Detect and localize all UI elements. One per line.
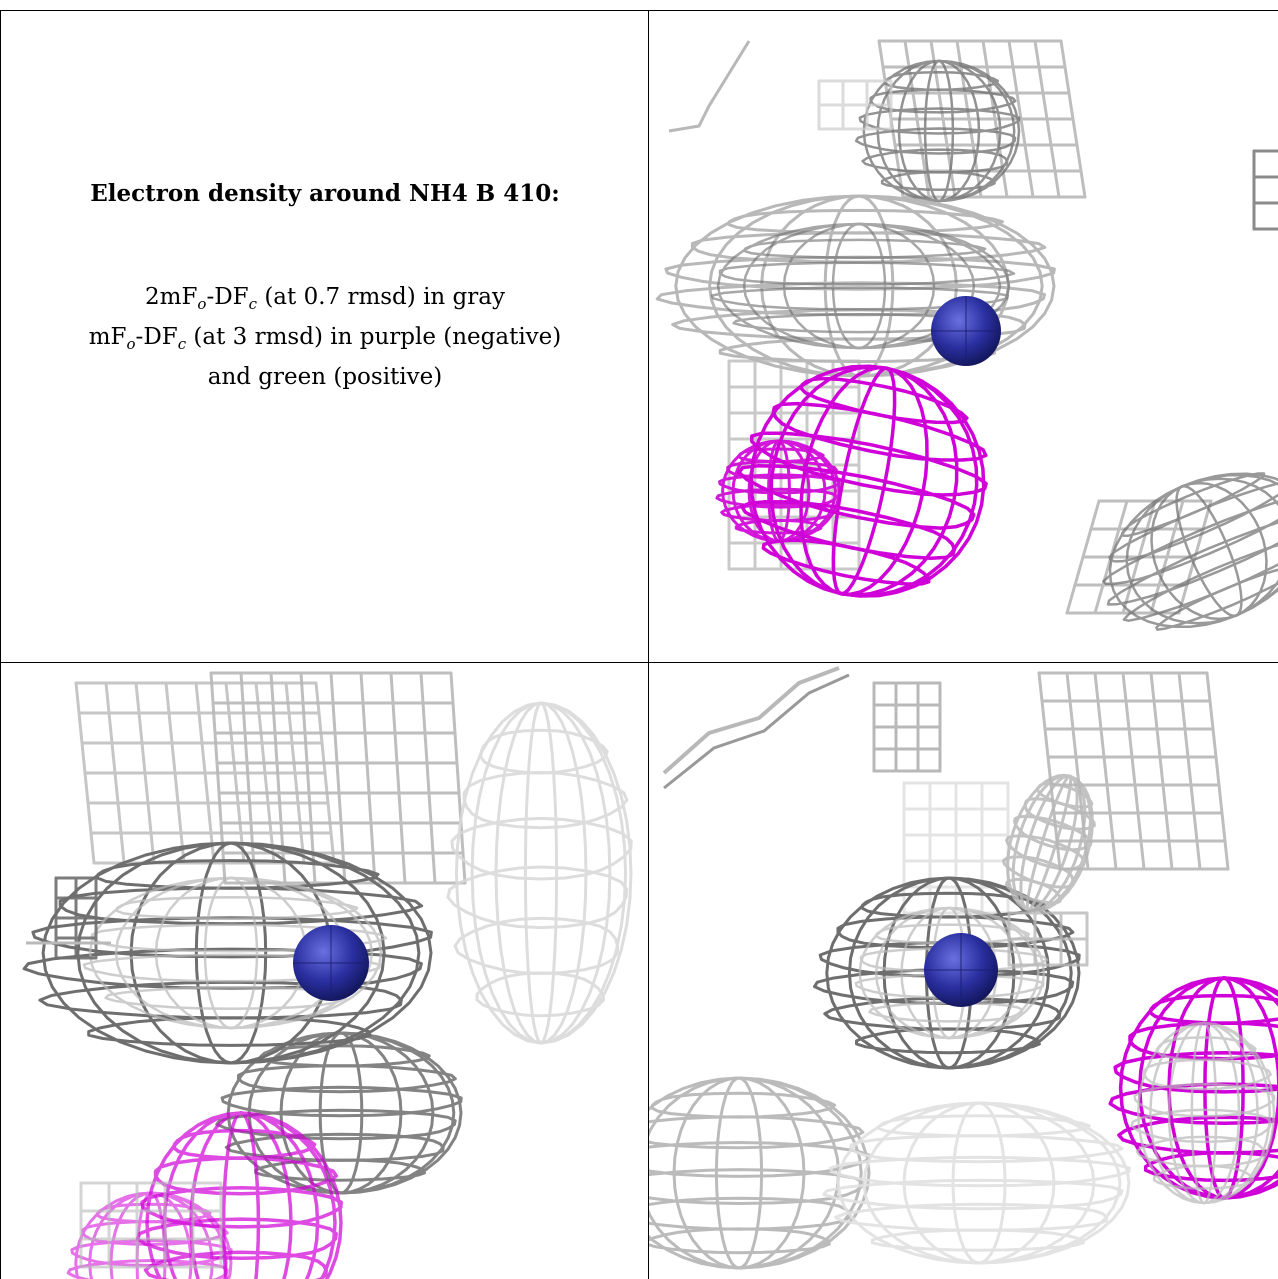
caption-line-fofc: mFo-DFc (at 3 rmsd) in purple (negative): [88, 324, 562, 353]
mesh-2fofc-right-arc: [1102, 472, 1278, 631]
mesh-2fofc-right-faint: [446, 701, 633, 1045]
ammonium-sphere: [293, 925, 369, 1001]
caption-line-positive: and green (positive): [207, 364, 443, 390]
mesh-2fofc-lower-faint: [822, 1101, 1131, 1265]
mesh-fofc-negative-lobe: [715, 439, 841, 543]
mesh-2fofc-upper-lobe: [854, 59, 1021, 203]
density-view-bottom-right: [649, 663, 1278, 1279]
density-mesh-view-1: [655, 39, 1278, 631]
mesh-fofc-negative-blob: [737, 364, 988, 598]
density-mesh-view-3: [649, 666, 1278, 1270]
table-border-left: [0, 10, 1, 1279]
ammonium-sphere: [931, 296, 1001, 366]
mesh-2fofc-left-stub: [54, 876, 98, 960]
table-border-top: [0, 10, 1278, 11]
caption-line-2fofc: 2mFo-DFc (at 0.7 rmsd) in gray: [145, 284, 505, 313]
mesh-2fofc-strand: [668, 40, 751, 133]
mesh-2fofc-overlap: [1130, 1021, 1276, 1205]
table-border-middle: [0, 662, 1278, 663]
mesh-2fofc-top-left: [74, 681, 336, 865]
density-view-bottom-left: [1, 663, 633, 1279]
caption-title: Electron density around NH4 B 410:: [90, 180, 560, 207]
mesh-2fofc-top-center: [209, 671, 467, 885]
mesh-2fofc-strand-b: [663, 673, 850, 790]
caption-cell: Electron density around NH4 B 410: 2mFo-…: [20, 180, 630, 394]
density-mesh-view-2: [22, 671, 633, 1279]
table-border-center: [648, 10, 649, 1279]
mesh-2fofc-small-patch: [872, 681, 942, 773]
mesh-2fofc-edge: [1252, 149, 1278, 231]
mesh-2fofc-neck: [1002, 773, 1096, 913]
mesh-2fofc-top-right: [1037, 671, 1230, 871]
mesh-2fofc-faint-patch: [817, 79, 893, 131]
mesh-2fofc-central-lobe: [22, 841, 433, 1065]
mesh-2fofc-central-inner: [710, 222, 1016, 350]
mesh-2fofc-lower-left: [649, 1076, 871, 1270]
mesh-2fofc-strand-a: [662, 666, 840, 775]
mesh-2fofc-bottom-left: [79, 1181, 223, 1269]
density-view-top-right: [649, 11, 1278, 635]
mesh-2fofc-side-patch: [1007, 911, 1089, 967]
ammonium-sphere: [924, 933, 998, 1007]
